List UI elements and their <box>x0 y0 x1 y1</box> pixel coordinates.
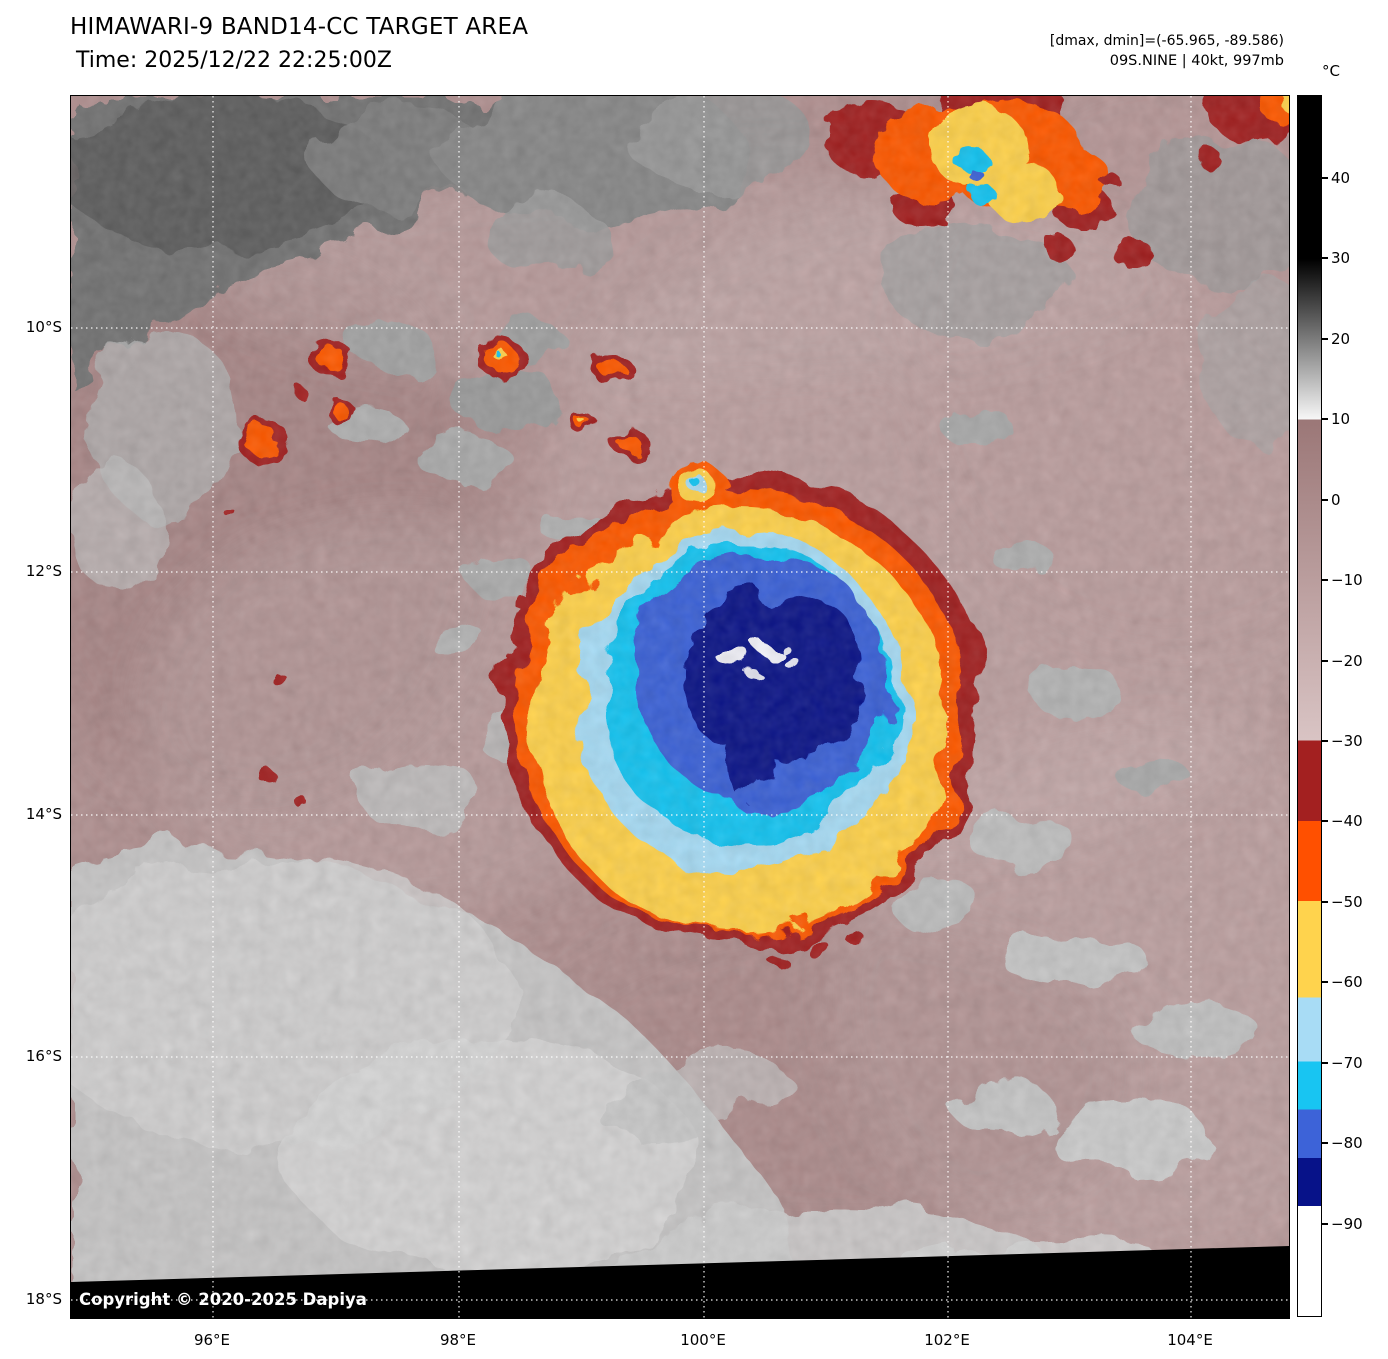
cb-tick-m50: −50 <box>1322 892 1375 912</box>
storm-readout: 09S.NINE | 40kt, 997mb <box>1109 53 1284 69</box>
lat-tick-16s: 16°S <box>25 1047 62 1065</box>
copyright-text: Copyright © 2020-2025 Dapiya <box>79 1290 367 1309</box>
cb-tick-m30: −30 <box>1322 731 1375 751</box>
colorbar-unit-label: °C <box>1322 62 1340 80</box>
product-title: HIMAWARI-9 BAND14-CC TARGET AREA <box>70 14 529 40</box>
cb-tick-m90: −90 <box>1322 1214 1375 1234</box>
lon-tick-104e: 104°E <box>1167 1331 1213 1349</box>
graticule <box>71 96 1289 1318</box>
satellite-scene: Copyright © 2020-2025 Dapiya <box>71 96 1289 1318</box>
lon-tick-100e: 100°E <box>680 1331 726 1349</box>
cb-tick-m60: −60 <box>1322 972 1375 992</box>
colorbar <box>1297 95 1322 1317</box>
no-data-region <box>71 1246 1289 1318</box>
cb-tick-40: 40 <box>1322 168 1375 188</box>
cb-tick-m10: −10 <box>1322 570 1375 590</box>
cb-tick-0: 0 <box>1322 490 1375 510</box>
lat-tick-10s: 10°S <box>25 318 62 336</box>
lat-tick-12s: 12°S <box>25 562 62 580</box>
lat-tick-18s: 18°S <box>25 1290 62 1308</box>
lon-tick-96e: 96°E <box>193 1331 231 1349</box>
cb-tick-10: 10 <box>1322 409 1375 429</box>
timestamp: Time: 2025/12/22 22:25:00Z <box>76 48 392 73</box>
cb-tick-m20: −20 <box>1322 651 1375 671</box>
noise-overlay-dark <box>71 96 1289 1318</box>
satellite-map: Copyright © 2020-2025 Dapiya <box>70 95 1290 1319</box>
lon-tick-102e: 102°E <box>924 1331 970 1349</box>
cb-tick-m80: −80 <box>1322 1133 1375 1153</box>
cb-tick-m70: −70 <box>1322 1053 1375 1073</box>
cb-tick-20: 20 <box>1322 329 1375 349</box>
lon-tick-98e: 98°E <box>439 1331 477 1349</box>
cb-tick-m40: −40 <box>1322 811 1375 831</box>
lat-tick-14s: 14°S <box>25 805 62 823</box>
dmax-dmin-readout: [dmax, dmin]=(-65.965, -89.586) <box>1049 33 1284 49</box>
cb-tick-30: 30 <box>1322 248 1375 268</box>
